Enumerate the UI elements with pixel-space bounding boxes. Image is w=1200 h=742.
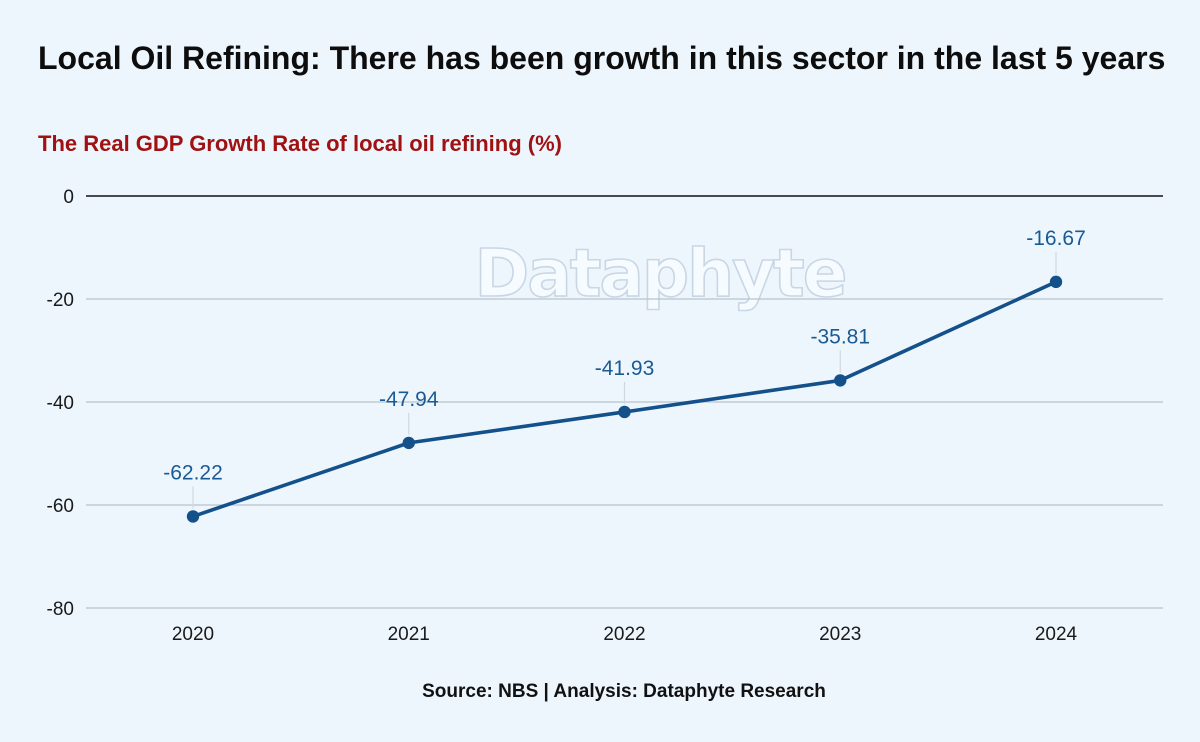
data-label: -47.94 [379, 388, 439, 411]
y-tick-label: -20 [47, 290, 74, 311]
chart-title: Local Oil Refining: There has been growt… [38, 40, 1166, 76]
y-tick-label: -60 [47, 496, 74, 517]
watermark-logo: Dataphyte [475, 235, 846, 312]
chart-subtitle: The Real GDP Growth Rate of local oil re… [38, 131, 562, 156]
data-label: -41.93 [595, 357, 655, 380]
x-tick-label: 2021 [388, 624, 430, 645]
x-tick-label: 2023 [819, 624, 861, 645]
data-point [834, 374, 847, 387]
data-labels: -62.22 -47.94 -41.93 -35.81 -16.67 [163, 227, 1086, 509]
data-label: -35.81 [810, 325, 870, 348]
y-tick-label: -80 [47, 599, 74, 620]
data-point [618, 405, 631, 419]
series-line-group [186, 275, 1063, 523]
x-tick-label: 2020 [172, 624, 214, 645]
x-axis-ticks: 2020 2021 2022 2023 2024 [172, 624, 1078, 645]
y-axis-ticks: 0 -20 -40 -60 -80 [47, 187, 74, 620]
data-point [402, 436, 415, 450]
data-label: -16.67 [1026, 227, 1086, 250]
data-label: -62.22 [163, 461, 223, 484]
y-tick-label: -40 [47, 393, 74, 414]
y-tick-label: 0 [63, 187, 74, 208]
x-tick-label: 2024 [1035, 624, 1078, 645]
data-point [1049, 275, 1063, 289]
data-point [186, 510, 200, 523]
source-note: Source: NBS | Analysis: Dataphyte Resear… [422, 681, 826, 702]
x-tick-label: 2022 [603, 624, 645, 645]
